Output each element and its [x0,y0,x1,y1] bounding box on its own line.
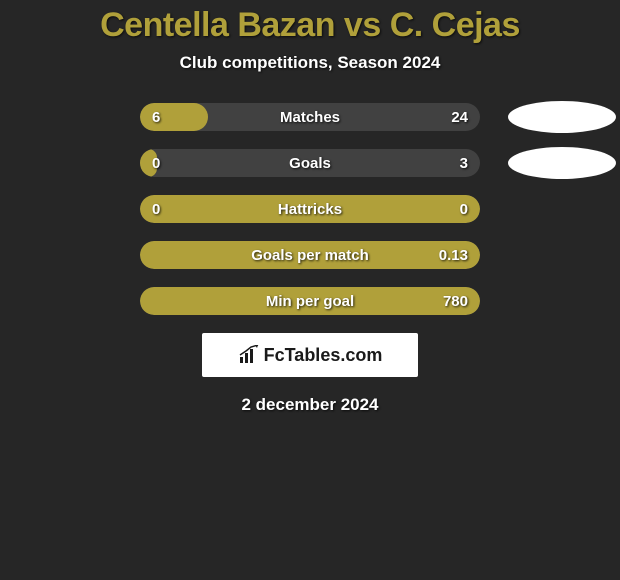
player-marker-right [508,147,616,179]
stat-value-right: 24 [451,109,468,126]
stat-value-right: 780 [443,293,468,310]
stat-bar: 6Matches24 [140,103,480,131]
stat-label: Goals per match [140,247,480,264]
stat-bar: 0Goals3 [140,149,480,177]
stat-bar: 0Hattricks0 [140,195,480,223]
stat-value-right: 0.13 [439,247,468,264]
stat-value-right: 0 [460,201,468,218]
stat-row: Min per goal780 [0,287,620,315]
chart-icon [238,345,260,365]
stat-rows: 6Matches240Goals30Hattricks0Goals per ma… [0,103,620,315]
player-marker-right [508,101,616,133]
logo-box: FcTables.com [202,333,418,377]
stat-label: Goals [140,155,480,172]
stat-row: 0Hattricks0 [0,195,620,223]
stat-label: Matches [140,109,480,126]
stat-bar: Min per goal780 [140,287,480,315]
stat-value-right: 3 [460,155,468,172]
stat-label: Hattricks [140,201,480,218]
page-title: Centella Bazan vs C. Cejas [0,6,620,45]
stat-row: 6Matches24 [0,103,620,131]
stat-bar: Goals per match0.13 [140,241,480,269]
date-line: 2 december 2024 [0,395,620,415]
stat-row: 0Goals3 [0,149,620,177]
comparison-widget: Centella Bazan vs C. Cejas Club competit… [0,0,620,415]
stat-row: Goals per match0.13 [0,241,620,269]
stat-label: Min per goal [140,293,480,310]
logo-text: FcTables.com [264,345,383,366]
logo: FcTables.com [238,345,383,366]
subtitle: Club competitions, Season 2024 [0,53,620,73]
